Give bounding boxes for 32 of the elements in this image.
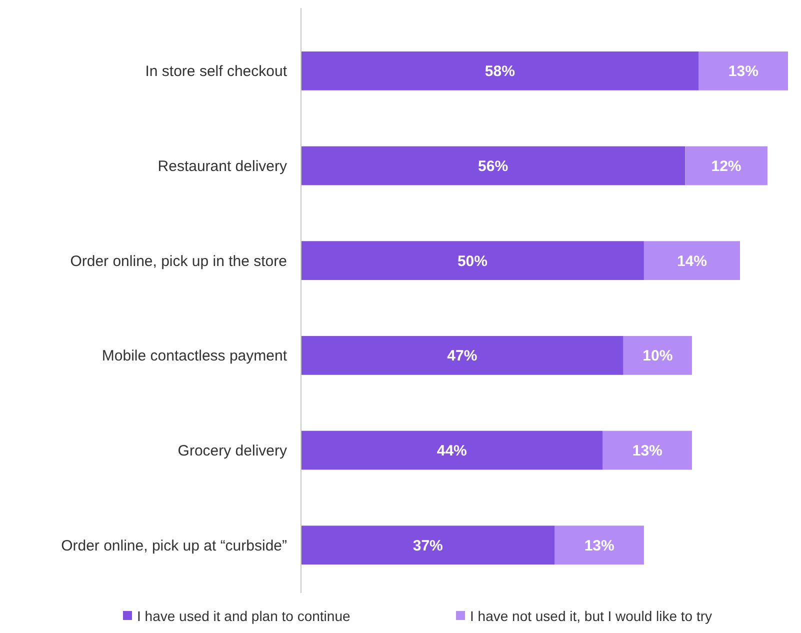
data-label: 14% <box>676 252 707 270</box>
legend-label: I have not used it, but I would like to try <box>470 608 712 624</box>
bar <box>301 336 624 375</box>
y-tick-label: Grocery delivery <box>178 442 288 460</box>
bar <box>623 336 692 375</box>
data-label: 44% <box>436 442 467 460</box>
bar <box>301 51 699 90</box>
data-label: 58% <box>484 63 515 80</box>
data-label: 13% <box>728 63 758 80</box>
bar <box>554 526 644 565</box>
bar <box>644 241 740 280</box>
bar <box>301 430 603 470</box>
bar <box>698 51 788 90</box>
bar <box>301 146 686 186</box>
bar <box>602 430 692 470</box>
y-tick-label: Restaurant delivery <box>158 158 288 175</box>
y-tick-label: Order online, pick up at “curbside” <box>61 537 288 554</box>
y-tick-label: In store self checkout <box>145 63 288 80</box>
data-label: 56% <box>478 158 508 175</box>
data-label: 13% <box>584 537 614 554</box>
bar <box>301 241 644 280</box>
data-label: 50% <box>457 252 488 270</box>
data-label: 47% <box>447 348 478 365</box>
data-label: 12% <box>711 158 742 175</box>
bar <box>301 526 555 565</box>
bar <box>685 146 768 186</box>
legend-label: I have used it and plan to continue <box>137 608 350 624</box>
data-label: 37% <box>412 537 443 554</box>
data-label: 10% <box>642 348 673 365</box>
y-tick-label: Order online, pick up in the store <box>70 252 287 270</box>
data-label: 13% <box>632 442 662 460</box>
y-tick-label: Mobile contactless payment <box>102 348 288 365</box>
